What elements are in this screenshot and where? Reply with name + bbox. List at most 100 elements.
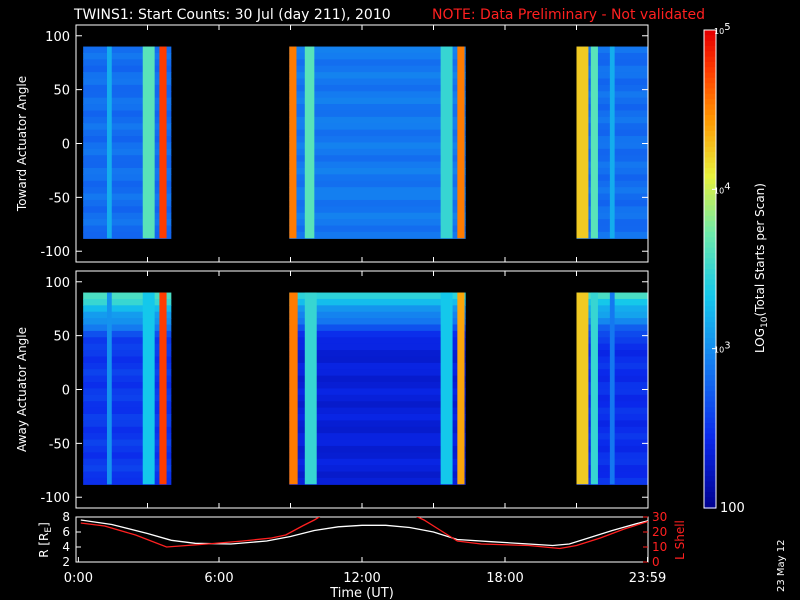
away-heat-column <box>610 293 615 485</box>
toward-heat-cell <box>83 47 171 54</box>
toward-heat-cell <box>83 136 171 143</box>
colorbar-swatch <box>704 492 716 498</box>
orbit-y2label: L Shell <box>673 520 687 560</box>
colorbar-swatch <box>704 195 716 201</box>
toward-heat-cell <box>289 110 465 117</box>
toward-heat-cell <box>289 206 465 213</box>
colorbar-swatch <box>704 280 716 286</box>
colorbar-swatch <box>704 136 716 142</box>
away-heat-cell <box>83 376 171 383</box>
away-heat-cell <box>83 478 171 485</box>
colorbar-swatch <box>704 237 716 243</box>
colorbar-swatch <box>704 46 716 52</box>
away-heat-cell <box>83 440 171 447</box>
toward-heat-cell <box>289 79 465 86</box>
away-heat-cell <box>83 331 171 338</box>
toward-heat-column <box>289 47 296 239</box>
colorbar-swatch <box>704 386 716 392</box>
toward-heat-cell <box>289 117 465 124</box>
r-series-line <box>81 520 648 546</box>
colorbar-swatch <box>704 428 716 434</box>
colorbar-swatch <box>704 354 716 360</box>
toward-heat-cell <box>289 72 465 79</box>
toward-heat-cell <box>83 104 171 111</box>
orbit-y2tick-label: 20 <box>652 525 667 539</box>
toward-heat-cell <box>289 85 465 92</box>
away-heat-cell <box>83 337 171 344</box>
toward-heat-cell <box>289 232 465 239</box>
toward-heat-cell <box>83 130 171 137</box>
colorbar-swatch <box>704 120 716 126</box>
away-heat-cell <box>83 465 171 472</box>
away-ytick-label: 50 <box>53 330 70 345</box>
colorbar-swatch <box>704 62 716 68</box>
colorbar-swatch <box>704 211 716 217</box>
colorbar-swatch <box>704 481 716 487</box>
toward-heat-column <box>577 47 589 239</box>
colorbar-swatch <box>704 439 716 445</box>
colorbar-swatch <box>704 258 716 264</box>
colorbar-swatch <box>704 444 716 450</box>
toward-heat-cell <box>289 200 465 207</box>
toward-heat-cell <box>289 130 465 137</box>
colorbar-tick-base: 10 <box>714 346 724 355</box>
away-heat-cell <box>83 305 171 312</box>
toward-heat-cell <box>289 66 465 73</box>
colorbar-swatch <box>704 179 716 185</box>
colorbar-swatch <box>704 306 716 312</box>
away-ytick-label: 100 <box>45 276 70 291</box>
toward-heat-cell <box>83 59 171 66</box>
preliminary-note: NOTE: Data Preliminary - Not validated <box>432 7 705 23</box>
away-heat-cell <box>83 356 171 363</box>
orbit-y2tick-label: 0 <box>652 555 660 569</box>
colorbar-swatch <box>704 173 716 179</box>
away-heat-cell <box>83 312 171 319</box>
colorbar-swatch <box>704 381 716 387</box>
colorbar-swatch <box>704 51 716 57</box>
colorbar-swatch <box>704 274 716 280</box>
colorbar-label: LOG10(Total Starts per Scan) <box>753 183 770 353</box>
colorbar-swatch <box>704 402 716 408</box>
colorbar-tick-label: 100 <box>720 501 745 516</box>
toward-heat-cell <box>289 104 465 111</box>
colorbar-swatch <box>704 248 716 254</box>
colorbar-swatch <box>704 152 716 158</box>
toward-heat-cell <box>289 155 465 162</box>
colorbar-swatch <box>704 269 716 275</box>
orbit-ylabel: R [RE] <box>37 522 54 558</box>
colorbar-swatch <box>704 412 716 418</box>
colorbar-tick-exp: 4 <box>724 181 730 192</box>
away-heat-cell <box>83 382 171 389</box>
orbit-ytick-label: 8 <box>62 510 70 524</box>
toward-heat-cell <box>289 91 465 98</box>
away-heat-cell <box>83 344 171 351</box>
toward-segment <box>289 47 465 239</box>
colorbar-label-rest: (Total Starts per Scan) <box>753 183 767 317</box>
toward-heat-column <box>610 47 615 239</box>
colorbar-swatch <box>704 216 716 222</box>
toward-heat-cell <box>83 174 171 181</box>
colorbar-swatch <box>704 311 716 317</box>
toward-heat-cell <box>83 79 171 86</box>
toward-heat-cell <box>83 123 171 130</box>
away-segment <box>83 293 171 485</box>
colorbar-swatch <box>704 78 716 84</box>
toward-heat-cell <box>83 206 171 213</box>
colorbar-swatch <box>704 391 716 397</box>
colorbar-swatch <box>704 471 716 477</box>
colorbar-swatch <box>704 418 716 424</box>
away-heat-cell <box>83 459 171 466</box>
colorbar-swatch <box>704 497 716 503</box>
away-heat-column <box>143 293 155 485</box>
away-segment <box>577 293 649 485</box>
colorbar-swatch <box>704 83 716 89</box>
toward-heat-cell <box>83 98 171 105</box>
colorbar-swatch <box>704 253 716 259</box>
away-heat-column <box>305 293 317 485</box>
away-heat-column <box>289 293 297 485</box>
colorbar-swatch <box>704 205 716 211</box>
away-heat-cell <box>83 325 171 332</box>
colorbar-swatch <box>704 487 716 493</box>
away-segment <box>289 293 465 485</box>
